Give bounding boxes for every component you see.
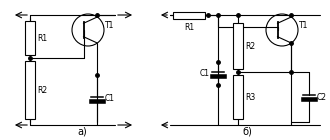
Text: б): б) [242, 126, 252, 136]
Text: R2: R2 [245, 41, 255, 51]
Bar [233, 75, 243, 119]
Text: T1: T1 [105, 21, 115, 30]
Bar [25, 21, 35, 55]
Text: C1: C1 [200, 69, 210, 78]
Text: R1: R1 [184, 23, 194, 32]
Text: T1: T1 [299, 21, 308, 30]
Bar [233, 23, 243, 69]
Text: C1: C1 [105, 94, 115, 103]
Text: R1: R1 [37, 33, 47, 43]
Text: R3: R3 [245, 93, 255, 102]
Text: a): a) [77, 126, 87, 136]
Bar [25, 61, 35, 119]
Text: R2: R2 [37, 86, 47, 94]
Text: C2: C2 [317, 93, 327, 102]
Bar [173, 11, 205, 18]
